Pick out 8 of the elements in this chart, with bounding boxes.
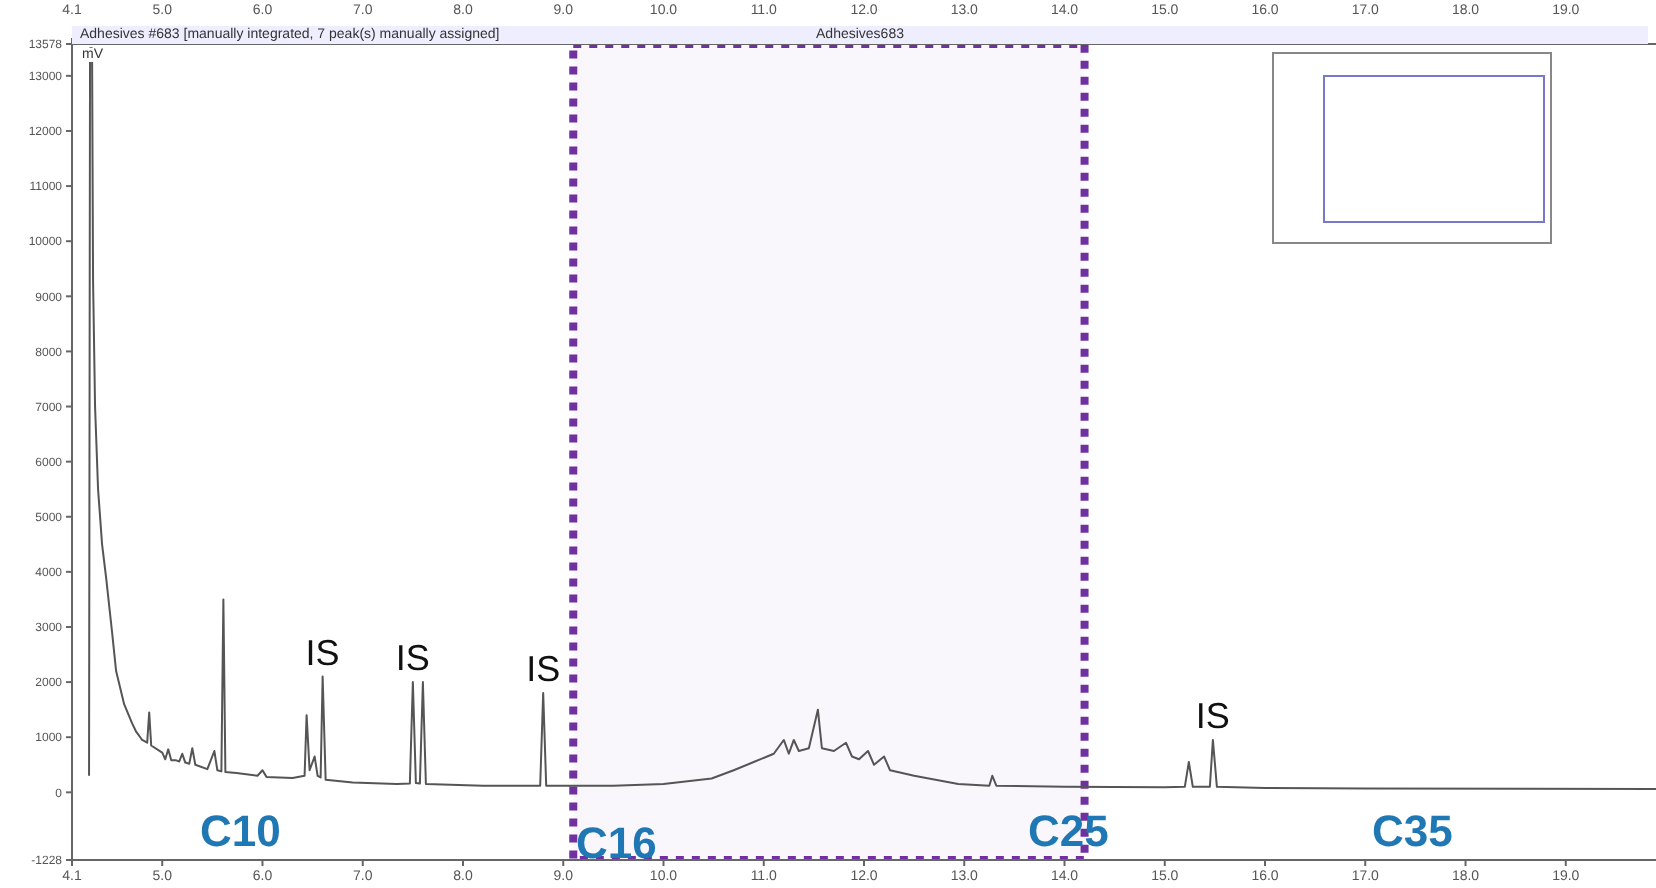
annotation: IS [1195,695,1230,736]
annotation: IS [526,649,561,690]
annotation: C10 [200,806,281,856]
annotation: IS [395,638,430,679]
annotation: C25 [1028,806,1109,856]
annotation: C16 [576,818,657,868]
annotation: IS [305,632,340,673]
annotation: C35 [1372,806,1453,856]
